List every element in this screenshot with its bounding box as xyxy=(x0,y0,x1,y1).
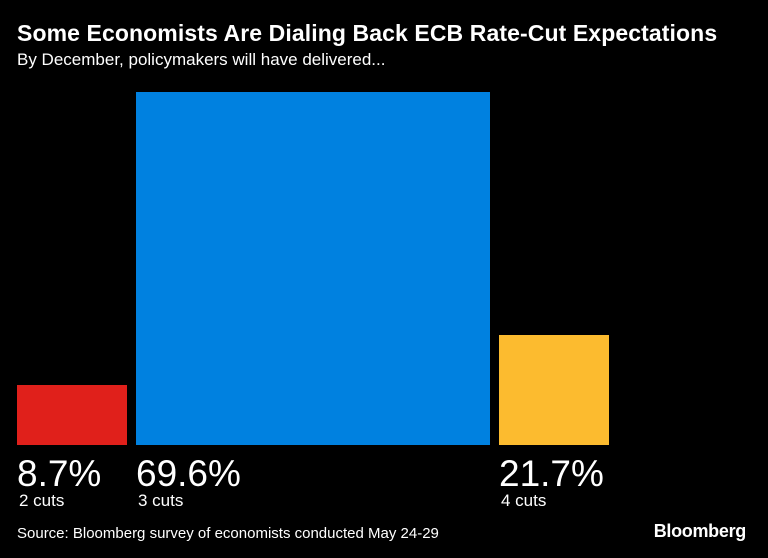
chart-title: Some Economists Are Dialing Back ECB Rat… xyxy=(17,20,718,46)
category-label: 2 cuts xyxy=(19,491,65,510)
bar-4-cuts xyxy=(499,334,610,445)
value-label: 8.7% xyxy=(17,453,102,494)
category-label: 4 cuts xyxy=(501,491,547,510)
bar-3-cuts xyxy=(136,92,490,445)
bloomberg-logo: Bloomberg xyxy=(653,521,747,541)
source-note: Source: Bloomberg survey of economists c… xyxy=(17,525,439,542)
bar-2-cuts xyxy=(17,385,127,445)
value-label: 21.7% xyxy=(499,453,604,494)
chart-subtitle: By December, policymakers will have deli… xyxy=(17,50,386,69)
value-label: 69.6% xyxy=(136,453,241,494)
category-label: 3 cuts xyxy=(138,491,184,510)
